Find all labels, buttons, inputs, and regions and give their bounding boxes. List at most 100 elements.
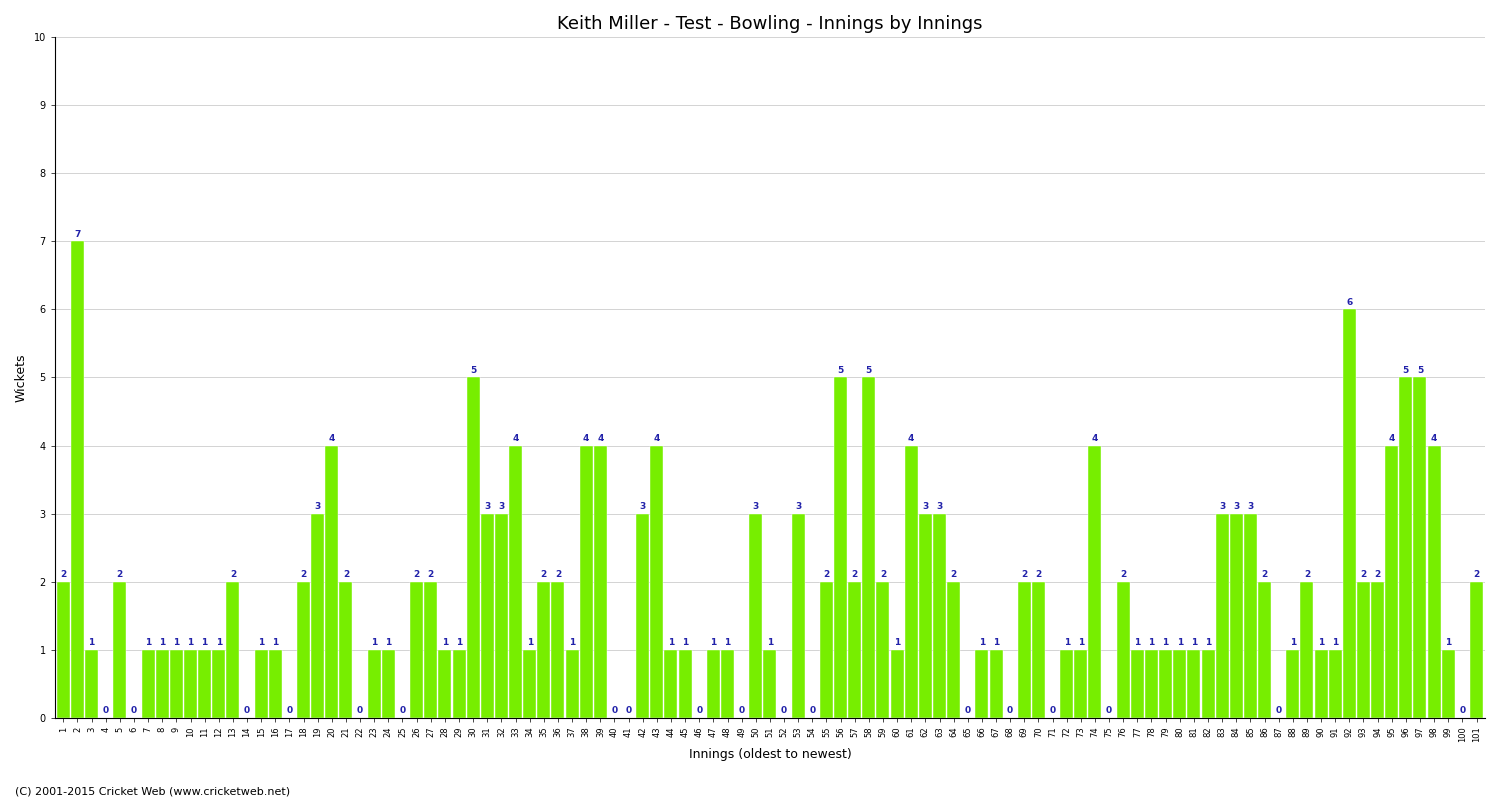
Bar — [1019, 582, 1031, 718]
Text: 2: 2 — [852, 570, 858, 579]
Text: 1: 1 — [456, 638, 462, 647]
Text: 0: 0 — [399, 706, 405, 715]
Bar — [170, 650, 183, 718]
Bar — [1258, 582, 1270, 718]
Text: 3: 3 — [639, 502, 646, 511]
Text: 0: 0 — [1050, 706, 1056, 715]
Bar — [368, 650, 381, 718]
Bar — [156, 650, 168, 718]
Text: 1: 1 — [894, 638, 900, 647]
Bar — [482, 514, 494, 718]
Bar — [70, 242, 84, 718]
Bar — [57, 582, 70, 718]
Bar — [933, 514, 946, 718]
Bar — [990, 650, 1002, 718]
Text: (C) 2001-2015 Cricket Web (www.cricketweb.net): (C) 2001-2015 Cricket Web (www.cricketwe… — [15, 786, 290, 796]
Text: 1: 1 — [146, 638, 152, 647]
Bar — [198, 650, 211, 718]
Text: 2: 2 — [60, 570, 66, 579]
Text: 2: 2 — [1262, 570, 1268, 579]
Text: 3: 3 — [315, 502, 321, 511]
Bar — [466, 378, 480, 718]
Bar — [552, 582, 564, 718]
Bar — [1131, 650, 1144, 718]
Bar — [1470, 582, 1484, 718]
Text: 2: 2 — [414, 570, 420, 579]
Text: 5: 5 — [1418, 366, 1424, 374]
Text: 1: 1 — [711, 638, 717, 647]
Text: 1: 1 — [386, 638, 392, 647]
Text: 1: 1 — [1290, 638, 1296, 647]
Text: 1: 1 — [766, 638, 772, 647]
Text: 1: 1 — [370, 638, 378, 647]
Bar — [310, 514, 324, 718]
Text: 1: 1 — [1077, 638, 1084, 647]
Bar — [1032, 582, 1046, 718]
Bar — [834, 378, 848, 718]
Bar — [764, 650, 777, 718]
Text: 0: 0 — [286, 706, 292, 715]
Bar — [382, 650, 394, 718]
Text: 0: 0 — [626, 706, 632, 715]
Text: 2: 2 — [230, 570, 236, 579]
Bar — [706, 650, 720, 718]
Bar — [86, 650, 98, 718]
Bar — [1160, 650, 1172, 718]
Text: 5: 5 — [1402, 366, 1408, 374]
Text: 3: 3 — [922, 502, 928, 511]
Bar — [268, 650, 282, 718]
Bar — [722, 650, 734, 718]
Text: 2: 2 — [1035, 570, 1041, 579]
Text: 2: 2 — [1022, 570, 1028, 579]
Bar — [1413, 378, 1426, 718]
Bar — [184, 650, 196, 718]
Text: 0: 0 — [1007, 706, 1013, 715]
Text: 0: 0 — [696, 706, 702, 715]
Bar — [1371, 582, 1384, 718]
Text: 3: 3 — [484, 502, 490, 511]
Text: 2: 2 — [880, 570, 886, 579]
Bar — [920, 514, 932, 718]
Bar — [1329, 650, 1341, 718]
Bar — [821, 582, 833, 718]
Text: 1: 1 — [272, 638, 279, 647]
Bar — [904, 446, 918, 718]
Bar — [1428, 446, 1440, 718]
Text: 2: 2 — [540, 570, 548, 579]
Text: 2: 2 — [1120, 570, 1126, 579]
Bar — [114, 582, 126, 718]
Text: 1: 1 — [1134, 638, 1140, 647]
Text: 2: 2 — [1473, 570, 1479, 579]
Bar — [1442, 650, 1455, 718]
Text: 1: 1 — [1204, 638, 1210, 647]
Bar — [297, 582, 310, 718]
Text: 1: 1 — [216, 638, 222, 647]
Text: 3: 3 — [498, 502, 504, 511]
Text: 7: 7 — [75, 230, 81, 238]
Text: 0: 0 — [612, 706, 618, 715]
Bar — [891, 650, 903, 718]
Bar — [1400, 378, 1413, 718]
Text: 2: 2 — [344, 570, 350, 579]
Bar — [339, 582, 352, 718]
Text: 4: 4 — [328, 434, 334, 443]
Text: 2: 2 — [1360, 570, 1366, 579]
Bar — [453, 650, 465, 718]
Bar — [847, 582, 861, 718]
X-axis label: Innings (oldest to newest): Innings (oldest to newest) — [688, 748, 852, 761]
Text: 0: 0 — [782, 706, 788, 715]
Bar — [579, 446, 592, 718]
Text: 0: 0 — [1275, 706, 1281, 715]
Bar — [1342, 310, 1356, 718]
Bar — [1300, 582, 1314, 718]
Bar — [255, 650, 267, 718]
Text: 0: 0 — [1106, 706, 1112, 715]
Text: 2: 2 — [951, 570, 957, 579]
Text: 3: 3 — [1248, 502, 1254, 511]
Text: 5: 5 — [837, 366, 843, 374]
Bar — [213, 650, 225, 718]
Bar — [792, 514, 804, 718]
Bar — [1230, 514, 1244, 718]
Text: 1: 1 — [1318, 638, 1324, 647]
Text: 1: 1 — [159, 638, 165, 647]
